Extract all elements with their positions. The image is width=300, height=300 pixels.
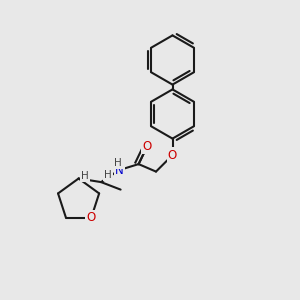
Text: H: H bbox=[104, 169, 112, 180]
Text: N: N bbox=[115, 164, 124, 177]
Text: O: O bbox=[168, 148, 177, 162]
Text: H: H bbox=[81, 171, 89, 181]
Text: O: O bbox=[142, 140, 152, 153]
Text: O: O bbox=[87, 211, 96, 224]
Text: H: H bbox=[114, 158, 122, 168]
